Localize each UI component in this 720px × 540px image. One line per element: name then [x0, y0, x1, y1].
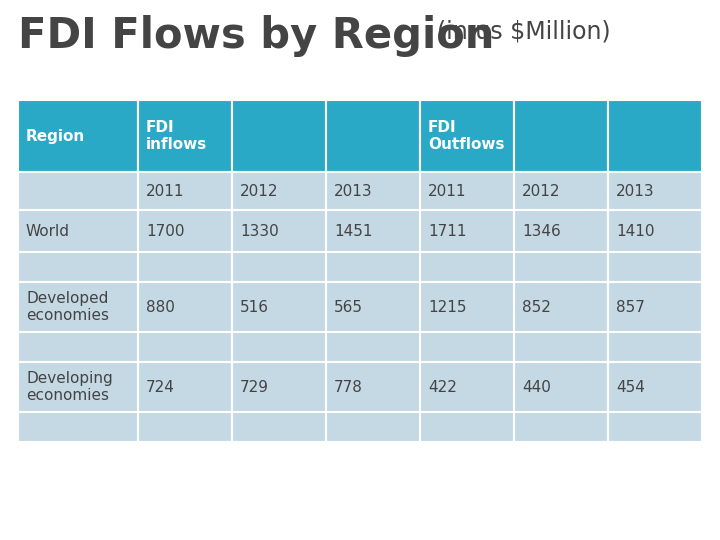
- Bar: [608, 252, 702, 282]
- Bar: [608, 412, 702, 442]
- Text: 2013: 2013: [334, 184, 373, 199]
- Text: 440: 440: [522, 380, 551, 395]
- Bar: [18, 412, 138, 442]
- Bar: [514, 282, 608, 332]
- Bar: [326, 252, 420, 282]
- Text: World: World: [26, 224, 70, 239]
- Bar: [232, 252, 326, 282]
- Text: 1711: 1711: [428, 224, 467, 239]
- Bar: [326, 362, 420, 412]
- Text: 880: 880: [146, 300, 175, 314]
- Text: 857: 857: [616, 300, 645, 314]
- Text: (in us $Million): (in us $Million): [437, 20, 611, 44]
- Bar: [420, 100, 514, 172]
- Text: 422: 422: [428, 380, 457, 395]
- Text: 729: 729: [240, 380, 269, 395]
- Bar: [232, 362, 326, 412]
- Text: FDI
Outflows: FDI Outflows: [428, 120, 505, 152]
- Text: 1700: 1700: [146, 224, 184, 239]
- Bar: [232, 100, 326, 172]
- Bar: [608, 172, 702, 210]
- Bar: [232, 210, 326, 252]
- Bar: [420, 210, 514, 252]
- Text: 778: 778: [334, 380, 363, 395]
- Bar: [420, 332, 514, 362]
- Text: 2011: 2011: [146, 184, 184, 199]
- Text: 2011: 2011: [428, 184, 467, 199]
- Bar: [138, 210, 232, 252]
- Bar: [138, 252, 232, 282]
- Bar: [514, 362, 608, 412]
- Bar: [514, 100, 608, 172]
- Text: Region: Region: [26, 129, 85, 144]
- Bar: [232, 332, 326, 362]
- Bar: [232, 282, 326, 332]
- Bar: [18, 100, 138, 172]
- Text: 1410: 1410: [616, 224, 654, 239]
- Bar: [138, 172, 232, 210]
- Text: 1346: 1346: [522, 224, 561, 239]
- Bar: [138, 282, 232, 332]
- Bar: [18, 332, 138, 362]
- Bar: [138, 362, 232, 412]
- Bar: [608, 100, 702, 172]
- Bar: [514, 172, 608, 210]
- Bar: [18, 252, 138, 282]
- Bar: [232, 412, 326, 442]
- Text: 454: 454: [616, 380, 645, 395]
- Bar: [326, 172, 420, 210]
- Bar: [326, 100, 420, 172]
- Bar: [18, 282, 138, 332]
- Bar: [420, 252, 514, 282]
- Text: 852: 852: [522, 300, 551, 314]
- Bar: [18, 210, 138, 252]
- Bar: [326, 282, 420, 332]
- Bar: [420, 362, 514, 412]
- Bar: [420, 412, 514, 442]
- Bar: [232, 172, 326, 210]
- Bar: [420, 172, 514, 210]
- Text: 1215: 1215: [428, 300, 467, 314]
- Bar: [608, 282, 702, 332]
- Text: 2013: 2013: [616, 184, 654, 199]
- Text: 1330: 1330: [240, 224, 279, 239]
- Bar: [326, 412, 420, 442]
- Text: 2012: 2012: [522, 184, 560, 199]
- Bar: [138, 332, 232, 362]
- Text: FDI
inflows: FDI inflows: [146, 120, 207, 152]
- Bar: [326, 210, 420, 252]
- Bar: [18, 362, 138, 412]
- Bar: [514, 332, 608, 362]
- Bar: [514, 412, 608, 442]
- Bar: [608, 362, 702, 412]
- Text: 1451: 1451: [334, 224, 372, 239]
- Bar: [18, 172, 138, 210]
- Bar: [608, 332, 702, 362]
- Text: 724: 724: [146, 380, 175, 395]
- Bar: [326, 332, 420, 362]
- Bar: [138, 412, 232, 442]
- Text: Developed
economies: Developed economies: [26, 291, 109, 323]
- Bar: [138, 100, 232, 172]
- Text: 565: 565: [334, 300, 363, 314]
- Bar: [514, 252, 608, 282]
- Text: Developing
economies: Developing economies: [26, 371, 113, 403]
- Bar: [514, 210, 608, 252]
- Bar: [608, 210, 702, 252]
- Text: FDI Flows by Region: FDI Flows by Region: [18, 15, 495, 57]
- Bar: [420, 282, 514, 332]
- Text: 516: 516: [240, 300, 269, 314]
- Text: 2012: 2012: [240, 184, 279, 199]
